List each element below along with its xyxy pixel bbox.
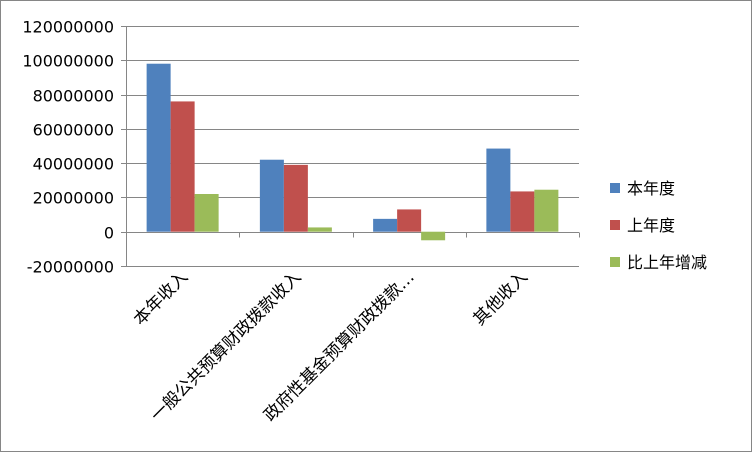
y-tick-label: 20000000 <box>33 189 114 208</box>
y-tick-labels: 120000000 100000000 80000000 60000000 400000… <box>22 18 114 277</box>
legend-swatch <box>610 183 620 193</box>
category-label: 其他收入 <box>470 267 532 329</box>
y-tick-label: 0 <box>104 224 114 243</box>
bars <box>146 63 559 241</box>
bar <box>397 209 422 232</box>
legend-label: 本年度 <box>627 179 675 198</box>
bar <box>170 101 195 232</box>
bar <box>486 148 511 232</box>
bar <box>534 189 559 232</box>
y-tick-label: 120000000 <box>22 18 114 37</box>
y-tick-label: -20000000 <box>27 258 114 277</box>
axes <box>121 26 580 267</box>
bar <box>146 63 171 232</box>
bar <box>283 164 308 232</box>
bar <box>510 191 535 232</box>
legend-label: 比上年增减 <box>627 253 707 272</box>
bar <box>307 227 332 232</box>
bar <box>421 231 446 241</box>
bar <box>259 159 284 232</box>
y-tick-label: 80000000 <box>33 87 114 106</box>
legend-label: 上年度 <box>627 216 675 235</box>
bar <box>194 194 219 232</box>
legend-swatch <box>610 220 620 230</box>
legend-swatch <box>610 257 620 267</box>
category-label: 本年收入 <box>130 267 192 329</box>
bar <box>373 218 398 232</box>
y-tick-label: 60000000 <box>33 121 114 140</box>
y-tick-label: 40000000 <box>33 155 114 174</box>
y-tick-label: 100000000 <box>22 52 114 71</box>
